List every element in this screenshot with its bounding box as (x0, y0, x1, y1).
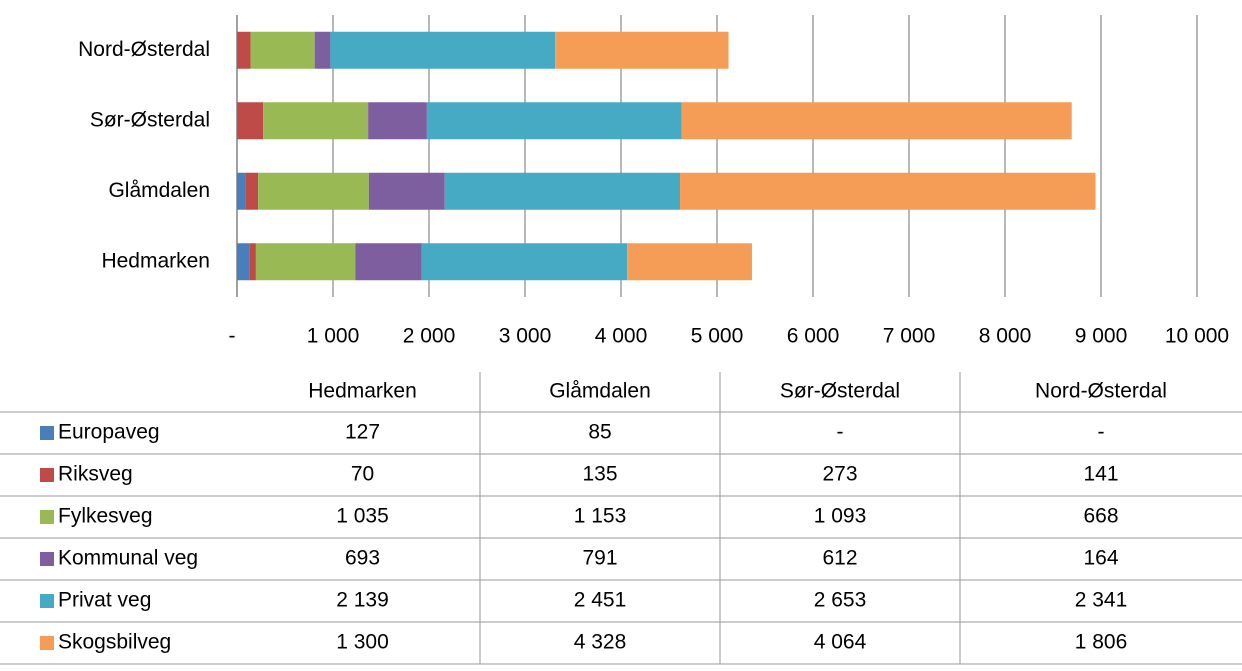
legend-swatch (40, 426, 54, 440)
bar-segment (426, 102, 682, 140)
table-cell: 273 (822, 463, 857, 486)
x-tick-label: 9 000 (1075, 325, 1128, 348)
legend-swatch (40, 594, 54, 608)
legend-swatch (40, 468, 54, 482)
bar-segment (627, 243, 752, 281)
x-tick-label: 8 000 (979, 325, 1032, 348)
x-tick-label: 1 000 (307, 325, 360, 348)
bar-segment (355, 243, 422, 281)
table-header: Sør-Østerdal (780, 380, 900, 403)
table-cell: 70 (351, 463, 374, 486)
table-cell: 127 (345, 421, 380, 444)
bar-segment (237, 172, 246, 210)
table-cell: 135 (582, 463, 617, 486)
legend-swatch (40, 636, 54, 650)
table-cell: 1 035 (336, 505, 389, 528)
table-cell: 2 139 (336, 589, 389, 612)
bar-segment (330, 31, 556, 69)
bar-segment (237, 243, 250, 281)
table-cell: 164 (1083, 547, 1118, 570)
table-cell: - (1098, 421, 1105, 444)
bar-segment (237, 31, 251, 69)
bar-segment (368, 172, 445, 210)
bar-segment (237, 102, 264, 140)
legend-label: Riksveg (58, 463, 133, 486)
table-cell: 1 153 (574, 505, 627, 528)
table-cell: 1 806 (1075, 631, 1128, 654)
table-cell: 4 064 (814, 631, 867, 654)
table-cell: 2 653 (814, 589, 867, 612)
table-cell: 4 328 (574, 631, 627, 654)
bar-segment (249, 243, 256, 281)
legend-label: Skogsbilveg (58, 631, 171, 654)
table-cell: 1 300 (336, 631, 389, 654)
table-cell: 1 093 (814, 505, 867, 528)
x-tick-label: 10 000 (1165, 325, 1229, 348)
bar-segment (314, 31, 331, 69)
y-tick-label: Sør-Østerdal (90, 108, 210, 131)
bar-segment (250, 31, 315, 69)
bar-segment (245, 172, 259, 210)
y-tick-label: Hedmarken (101, 249, 210, 272)
y-tick-label: Glåmdalen (108, 179, 210, 202)
bar-segment (258, 172, 369, 210)
table-cell: 2 341 (1075, 589, 1128, 612)
bar-segment (421, 243, 628, 281)
bar-segment (680, 172, 1096, 210)
bar-segment (555, 31, 729, 69)
bar-segment (263, 102, 369, 140)
bar-segment (255, 243, 356, 281)
x-tick-label: 3 000 (499, 325, 552, 348)
y-tick-label: Nord-Østerdal (78, 38, 210, 61)
legend-label: Kommunal veg (58, 547, 198, 570)
table-cell: - (837, 421, 844, 444)
x-tick-label: 4 000 (595, 325, 648, 348)
table-cell: 693 (345, 547, 380, 570)
legend-swatch (40, 552, 54, 566)
table-cell: 141 (1083, 463, 1118, 486)
table-cell: 612 (822, 547, 857, 570)
legend-label: Fylkesveg (58, 505, 153, 528)
bar-segment (444, 172, 681, 210)
x-tick-label: 2 000 (403, 325, 456, 348)
table-cell: 2 451 (574, 589, 627, 612)
x-tick-label: 6 000 (787, 325, 840, 348)
table-cell: 791 (582, 547, 617, 570)
bar-segment (368, 102, 427, 140)
table-cell: 85 (588, 421, 611, 444)
x-tick-label: - (229, 325, 236, 348)
legend-label: Europaveg (58, 421, 160, 444)
legend-label: Privat veg (58, 589, 151, 612)
legend-swatch (40, 510, 54, 524)
bar-segment (681, 102, 1072, 140)
table-cell: 668 (1083, 505, 1118, 528)
x-tick-label: 5 000 (691, 325, 744, 348)
table-header: Glåmdalen (549, 380, 651, 403)
x-tick-label: 7 000 (883, 325, 936, 348)
table-header: Nord-Østerdal (1035, 380, 1167, 403)
table-header: Hedmarken (308, 380, 417, 403)
